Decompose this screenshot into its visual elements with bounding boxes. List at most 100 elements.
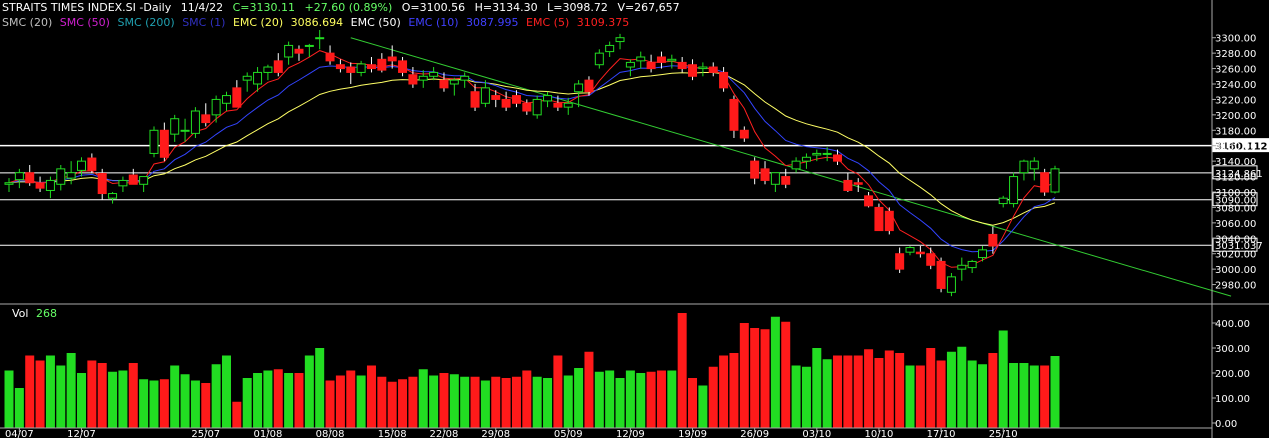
- time-tick-label: 04/07: [5, 429, 34, 438]
- level-label: 3124.861: [1215, 169, 1263, 180]
- volume-bar: [211, 364, 221, 428]
- candle-body: [594, 52, 604, 66]
- volume-bar: [719, 355, 729, 428]
- candle-body: [967, 260, 977, 269]
- volume-bar: [594, 371, 604, 428]
- candle-body: [190, 110, 200, 134]
- candle-body: [149, 129, 159, 154]
- candle-body: [315, 37, 325, 40]
- volume-bar: [677, 313, 687, 428]
- candle-body: [750, 160, 760, 179]
- candle-body: [66, 172, 76, 179]
- legend-ema20-value: 3086.694: [290, 16, 344, 29]
- volume-bar: [108, 371, 118, 428]
- candle-body: [905, 247, 915, 253]
- chart-header: STRAITS TIMES INDEX.SI -Daily 11/4/22 C=…: [2, 1, 686, 14]
- candle-body: [480, 87, 490, 104]
- candle-body: [957, 264, 967, 270]
- candle-body: [936, 260, 946, 289]
- candle-body: [387, 56, 397, 62]
- candle-body: [211, 98, 221, 116]
- volume-bar: [346, 370, 356, 428]
- candle-body: [646, 61, 656, 70]
- volume-bar: [470, 376, 480, 428]
- candle-body: [574, 83, 584, 93]
- level-label-box: [1212, 165, 1258, 180]
- volume-bar: [750, 328, 760, 428]
- volume-bar: [1040, 365, 1050, 428]
- candle-body: [770, 172, 780, 185]
- candle-body: [563, 102, 573, 108]
- volume-bar: [56, 365, 66, 428]
- price-tick-label: 3020.00: [1215, 250, 1256, 261]
- volume-bar: [1029, 365, 1039, 428]
- candle-body: [760, 168, 770, 181]
- candle-body: [449, 79, 459, 85]
- time-tick-label: 26/09: [740, 429, 769, 438]
- volume-bar: [253, 373, 263, 428]
- candle-body: [729, 98, 739, 131]
- volume-bar: [190, 380, 200, 428]
- candle-body: [14, 172, 24, 181]
- candle-body: [781, 176, 791, 185]
- candle-body: [242, 75, 252, 81]
- candle-body: [874, 206, 884, 232]
- candle-body: [418, 75, 428, 81]
- volume-bar: [532, 376, 542, 428]
- volume-bar: [408, 376, 418, 428]
- volume-bar: [25, 355, 35, 428]
- time-tick-label: 25/10: [989, 429, 1018, 438]
- volume-bar: [501, 378, 511, 428]
- volume-bar: [615, 378, 625, 428]
- time-tick-label: 22/08: [430, 429, 459, 438]
- candle-body: [1029, 160, 1039, 170]
- volume-tick-label: 400.00: [1215, 319, 1250, 330]
- volume-bar: [35, 360, 45, 428]
- candle-body: [366, 64, 376, 70]
- candle-body: [988, 233, 998, 247]
- volume-bar: [511, 376, 521, 428]
- level-label-box: [1212, 138, 1269, 153]
- price-tick-label: 3260.00: [1215, 65, 1256, 76]
- volume-bar: [946, 351, 956, 428]
- price-tick-label: 3280.00: [1215, 49, 1256, 60]
- volume-bar: [304, 355, 314, 428]
- level-label-box: [1212, 237, 1258, 252]
- candle-body: [739, 129, 749, 139]
- volume-bar: [66, 353, 76, 428]
- candle-body: [522, 102, 532, 112]
- candle-body: [812, 152, 822, 156]
- volume-bar: [905, 365, 915, 428]
- candle-body: [87, 157, 97, 171]
- volume-bar: [97, 363, 107, 428]
- candle-body: [791, 160, 801, 170]
- ema5-line: [8, 50, 1056, 268]
- volume-bar: [180, 374, 190, 428]
- candle-body: [25, 172, 35, 184]
- price-tick-label: 3160.00: [1215, 142, 1256, 153]
- volume-current: 268: [35, 307, 57, 320]
- volume-bar: [812, 348, 822, 428]
- volume-bar: [770, 316, 780, 428]
- candle-body: [35, 182, 45, 189]
- candle-body: [584, 79, 594, 93]
- volume-tick-label: 300.00: [1215, 344, 1250, 355]
- candle-body: [1019, 160, 1029, 174]
- volume-bar: [159, 379, 169, 428]
- volume-bar: [201, 383, 211, 428]
- candle-body: [232, 87, 242, 108]
- legend-sma1: SMC (1): [182, 16, 226, 29]
- legend-ema20: EMC (20): [232, 16, 284, 29]
- candle-body: [553, 102, 563, 108]
- volume-bar: [429, 375, 439, 428]
- volume-bar: [833, 355, 843, 428]
- volume-bar: [232, 401, 242, 428]
- candle-body: [346, 66, 356, 73]
- volume-bar: [584, 351, 594, 428]
- candle-body: [667, 58, 677, 62]
- volume-bar: [781, 321, 791, 428]
- date-label: 11/4/22: [180, 1, 224, 14]
- candle-body: [698, 66, 708, 70]
- candle-body: [719, 71, 729, 89]
- candle-body: [501, 98, 511, 108]
